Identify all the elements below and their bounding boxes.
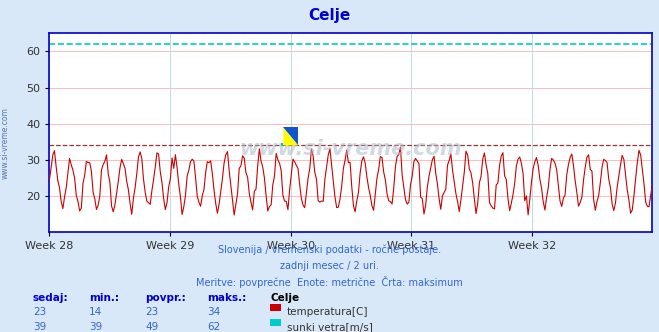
Text: povpr.:: povpr.: (145, 293, 186, 303)
Text: 39: 39 (33, 322, 46, 332)
Text: Slovenija / vremenski podatki - ročne postaje.: Slovenija / vremenski podatki - ročne po… (218, 244, 441, 255)
Text: 23: 23 (145, 307, 158, 317)
Text: 62: 62 (208, 322, 221, 332)
Text: 49: 49 (145, 322, 158, 332)
Text: 14: 14 (89, 307, 102, 317)
Text: maks.:: maks.: (208, 293, 247, 303)
Text: sedaj:: sedaj: (33, 293, 69, 303)
Text: 34: 34 (208, 307, 221, 317)
Text: temperatura[C]: temperatura[C] (287, 307, 368, 317)
Polygon shape (283, 127, 298, 145)
Text: 23: 23 (33, 307, 46, 317)
Text: Celje: Celje (308, 8, 351, 23)
Text: zadnji mesec / 2 uri.: zadnji mesec / 2 uri. (280, 261, 379, 271)
Text: www.si-vreme.com: www.si-vreme.com (240, 139, 462, 159)
Text: 39: 39 (89, 322, 102, 332)
Text: Meritve: povprečne  Enote: metrične  Črta: maksimum: Meritve: povprečne Enote: metrične Črta:… (196, 276, 463, 288)
Polygon shape (283, 127, 298, 145)
Text: min.:: min.: (89, 293, 119, 303)
Text: www.si-vreme.com: www.si-vreme.com (1, 107, 10, 179)
Text: sunki vetra[m/s]: sunki vetra[m/s] (287, 322, 372, 332)
Text: Celje: Celje (270, 293, 299, 303)
